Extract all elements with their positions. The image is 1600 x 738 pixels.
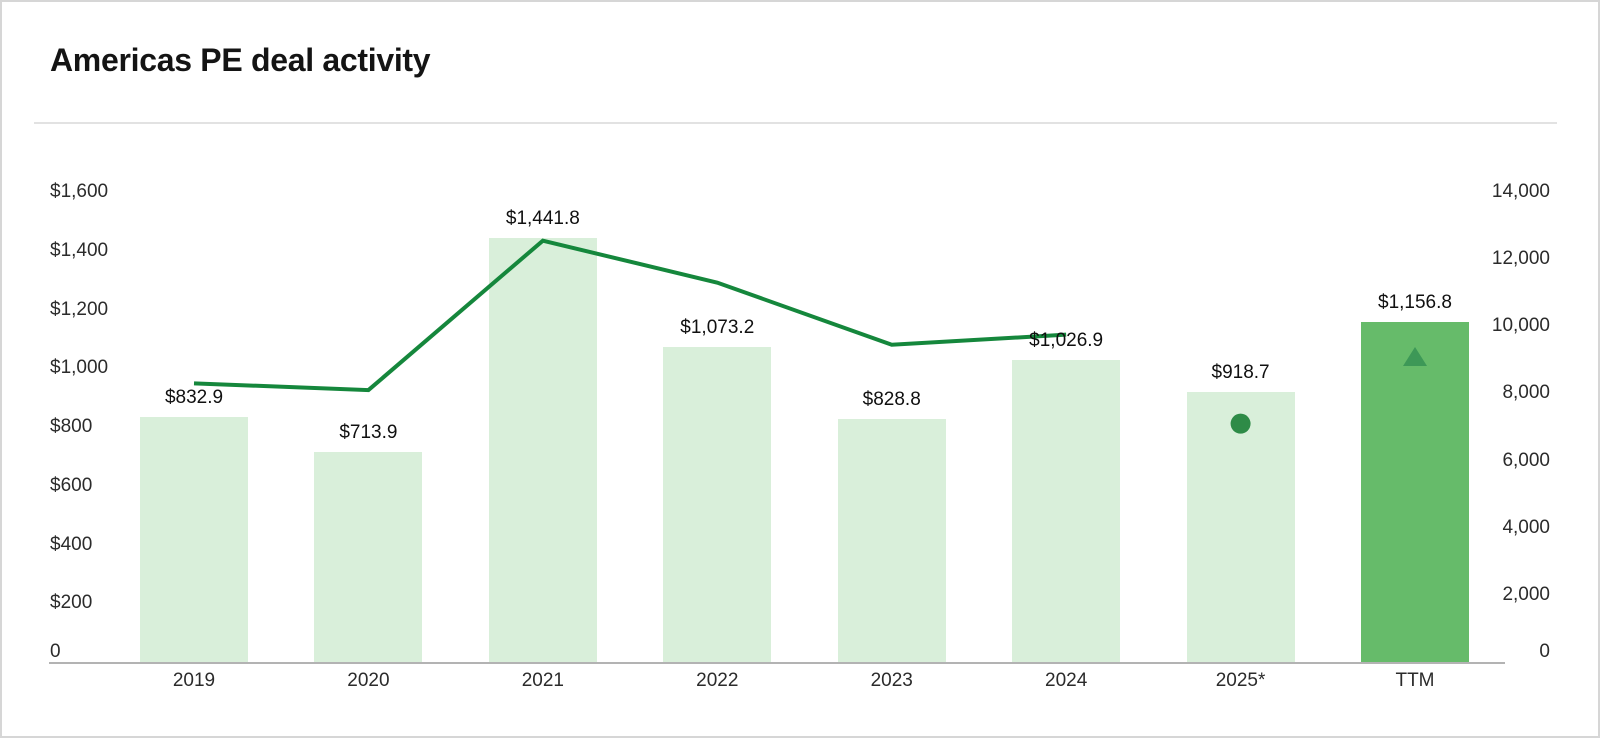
x-axis-line [49,662,1505,664]
title-divider [34,122,1557,124]
right-axis-tick-label: 2,000 [1502,583,1550,605]
left-axis-tick-label: 0 [50,641,61,662]
left-axis-tick-label: $1,400 [50,239,109,261]
right-axis-tick-label: 6,000 [1502,449,1550,471]
x-axis-label-2023: 2023 [870,670,913,691]
bar-value-label: $832.9 [164,387,224,409]
x-axis-label-2021: 2021 [521,670,564,691]
right-axis-tick-label: 10,000 [1491,315,1550,337]
bar-2020 [314,452,423,662]
bar-value-label: $1,026.9 [1029,330,1104,352]
bar-ttm [1361,322,1469,662]
left-axis-tick-label: $400 [50,533,93,555]
x-axis-label-2020: 2020 [347,670,390,691]
x-axis-label-2022: 2022 [696,670,739,691]
bar-value-label: $1,073.2 [680,316,755,338]
right-axis-tick-label: 8,000 [1502,382,1550,404]
left-axis-tick-label: $1,600 [50,181,109,202]
left-axis-tick-label: $600 [50,474,93,496]
x-axis-label-2019: 2019 [172,670,216,691]
left-axis-tick-label: $1,000 [50,357,109,379]
bar-value-label: $828.8 [862,388,921,410]
bar-2021 [488,238,597,662]
left-axis-tick-label: $800 [50,416,93,437]
right-axis-tick-label: 14,000 [1491,181,1550,202]
bar-value-label: $713.9 [339,422,398,444]
chart-title: Americas PE deal activity [50,42,431,78]
bar-value-label: $1,156.8 [1378,292,1452,314]
bar-value-label: $1,441.8 [505,208,580,230]
right-axis-tick-label: 0 [1539,641,1550,662]
bar-2019 [140,417,248,662]
right-axis-tick-label: 12,000 [1491,248,1550,270]
bar-2025 [1186,392,1295,662]
right-axis-tick-label: 4,000 [1502,516,1550,538]
x-axis-label-ttm: TTM [1395,670,1435,691]
bar-2022 [663,346,772,662]
bar-2023 [837,418,946,662]
deal-count-line [193,238,1067,393]
x-axis-label-2025: 2025* [1215,670,1266,691]
bar-2024 [1012,360,1121,662]
left-axis-tick-label: $1,200 [50,298,109,320]
left-axis-tick-label: $200 [50,592,93,614]
bar-value-label: $918.7 [1211,362,1270,384]
x-axis-label-2024: 2024 [1045,670,1088,691]
